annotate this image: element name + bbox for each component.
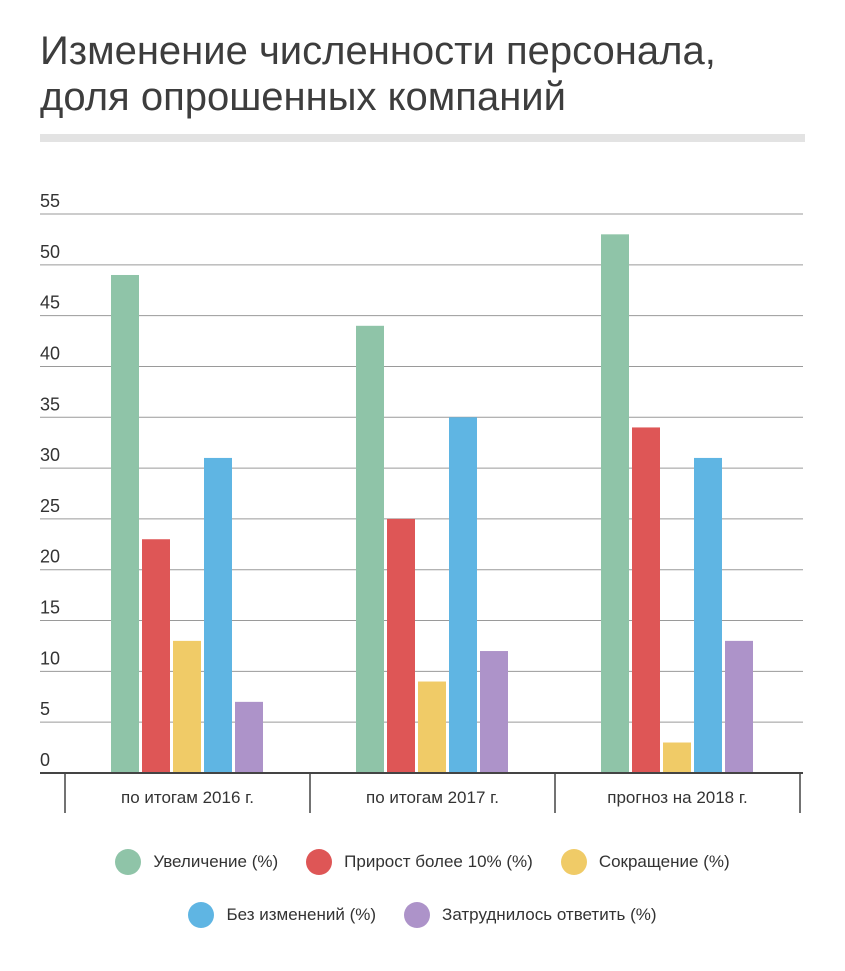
y-tick-label-35: 35 <box>40 394 60 414</box>
legend-dot-no-change <box>188 902 215 928</box>
legend-label-growth-10: Прирост более 10% (%) <box>344 852 533 871</box>
x-category-label-2: по итогам 2017 г. <box>366 788 499 807</box>
chart-title: Изменение численности персонала, доля оп… <box>40 28 820 120</box>
bar-series-4-category-2 <box>449 417 477 773</box>
y-tick-label-5: 5 <box>40 699 50 719</box>
bars-layer <box>111 234 753 773</box>
legend-item-hard-to-answer[interactable]: Затруднилось ответить (%) <box>404 902 657 928</box>
axis-layer: 0 5 10 15 20 25 30 35 40 45 50 55 по итогам 2016 г. п… <box>40 191 803 813</box>
y-tick-label-50: 50 <box>40 242 60 262</box>
bar-series-4-category-3 <box>694 457 722 773</box>
bar-series-2-category-2 <box>387 518 415 773</box>
bar-series-3-category-3 <box>663 742 691 773</box>
bar-series-4-category-1 <box>204 457 232 773</box>
chart-title-line-1: Изменение численности персонала, <box>40 29 716 73</box>
bar-series-3-category-1 <box>173 640 201 773</box>
bar-series-1-category-3 <box>601 234 629 773</box>
legend-dot-increase <box>115 849 142 875</box>
x-category-label-3: прогноз на 2018 г. <box>607 788 747 807</box>
legend-item-reduction[interactable]: Сокращение (%) <box>560 849 730 875</box>
bar-series-1-category-1 <box>111 274 139 773</box>
chart-title-line-2: доля опрошенных компаний <box>40 75 566 119</box>
y-tick-label-55: 55 <box>40 191 60 211</box>
y-tick-label-30: 30 <box>40 445 60 465</box>
y-tick-label-45: 45 <box>40 293 60 313</box>
legend-item-increase[interactable]: Увеличение (%) <box>115 849 278 875</box>
y-tick-label-10: 10 <box>40 648 60 668</box>
legend-dot-hard-to-answer <box>404 902 431 928</box>
legend-label-hard-to-answer: Затруднилось ответить (%) <box>442 905 657 924</box>
bar-series-2-category-3 <box>632 427 660 773</box>
legend-row-1: Увеличение (%) Прирост более 10% (%) Сок… <box>0 849 845 875</box>
bar-series-3-category-2 <box>418 681 446 773</box>
y-tick-label-40: 40 <box>40 343 60 363</box>
legend-dot-reduction <box>560 849 587 875</box>
grid-layer <box>40 213 803 723</box>
bar-series-5-category-1 <box>235 701 263 773</box>
y-tick-label-0: 0 <box>40 750 50 770</box>
bar-series-2-category-1 <box>142 539 170 773</box>
bar-series-5-category-3 <box>725 640 753 773</box>
legend-item-growth-10[interactable]: Прирост более 10% (%) <box>306 849 533 875</box>
legend-dot-growth-10 <box>306 849 333 875</box>
bar-series-1-category-2 <box>356 325 384 773</box>
legend-item-no-change[interactable]: Без изменений (%) <box>188 902 376 928</box>
y-tick-label-20: 20 <box>40 547 60 567</box>
y-tick-label-25: 25 <box>40 496 60 516</box>
bar-chart: 0 5 10 15 20 25 30 35 40 45 50 55 по итогам 2016 г. п… <box>40 191 803 813</box>
y-tick-label-15: 15 <box>40 598 60 618</box>
legend-row-2: Без изменений (%) Затруднилось ответить … <box>0 902 845 928</box>
x-category-label-1: по итогам 2016 г. <box>121 788 254 807</box>
legend-label-no-change: Без изменений (%) <box>226 905 377 924</box>
legend-label-increase: Увеличение (%) <box>153 852 279 871</box>
bar-series-5-category-2 <box>480 651 508 773</box>
legend-label-reduction: Сокращение (%) <box>598 852 730 871</box>
title-divider <box>40 134 805 142</box>
